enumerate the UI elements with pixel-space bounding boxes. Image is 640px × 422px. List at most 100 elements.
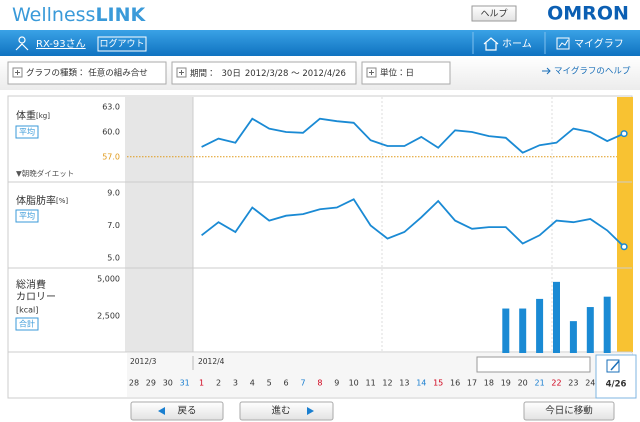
- month-label: 2012/4: [198, 357, 225, 366]
- day-label: 5: [267, 379, 272, 388]
- goal-label: 57.0: [102, 152, 120, 161]
- day-label: 7: [300, 379, 305, 388]
- bar: [502, 308, 510, 353]
- day-label: 30: [163, 379, 173, 388]
- latest-point: [620, 130, 628, 138]
- day-label: 19: [501, 379, 511, 388]
- bar: [586, 307, 594, 353]
- graph-type-tab[interactable]: [7, 61, 167, 85]
- mygraph-icon: [556, 37, 570, 50]
- day-label: 11: [366, 379, 376, 388]
- help-button[interactable]: [471, 5, 517, 22]
- weight-unit: [kg]: [36, 112, 50, 120]
- today-button[interactable]: [523, 401, 615, 421]
- graph-type-label: グラフの種類： 任意の組み合せ: [26, 68, 148, 79]
- user-name[interactable]: RX-93さん: [36, 38, 86, 50]
- day-label: 13: [399, 379, 409, 388]
- day-label: 15: [433, 379, 443, 388]
- out-of-range-area: [127, 97, 193, 352]
- mygraph-link[interactable]: マイグラフ: [574, 37, 624, 50]
- selected-day-box[interactable]: [595, 354, 637, 399]
- badge-label: 合計: [19, 319, 35, 329]
- period-caption: 期間：: [190, 69, 216, 79]
- bar: [553, 281, 560, 353]
- day-label: 1: [199, 379, 204, 388]
- bar: [569, 321, 577, 353]
- date-tooltip-box: [476, 356, 591, 373]
- back-label: 戻る: [177, 406, 196, 417]
- tab-icon-plus: [369, 70, 374, 75]
- day-label: 20: [518, 379, 528, 388]
- mygraph-icon-line: [558, 39, 569, 48]
- day-label: 10: [349, 379, 359, 388]
- calorie-unit: [kcal]: [16, 306, 38, 315]
- bodyfat-title: 体脂肪率[%]: [16, 194, 68, 207]
- day-label: 9: [334, 379, 339, 388]
- badge[interactable]: [15, 125, 39, 139]
- day-label: 17: [467, 379, 477, 388]
- day-label: 16: [450, 379, 460, 388]
- chart-frame: [7, 95, 633, 399]
- period-label: 期間： 30日 2012/3/28 ～ 2012/4/26: [190, 69, 346, 79]
- period-days: 30日: [222, 69, 241, 79]
- bar: [519, 308, 527, 353]
- weight-title: 体重[kg]: [16, 109, 50, 122]
- day-label: 4: [250, 379, 255, 388]
- selected-day-label: 4/26: [606, 380, 627, 390]
- y-tick-label: 63.0: [102, 103, 120, 112]
- latest-point: [620, 243, 628, 251]
- logo[interactable]: WellnessLINK: [12, 4, 147, 26]
- y-tick-label: 5,000: [97, 274, 120, 283]
- day-label: 6: [284, 379, 289, 388]
- day-label: 23: [568, 379, 578, 388]
- back-arrow: [158, 407, 165, 415]
- day-label: 12: [382, 379, 392, 388]
- badge-label: 平均: [19, 211, 35, 221]
- y-tick-label: 5.0: [107, 254, 120, 263]
- bar: [603, 296, 611, 353]
- day-label: 18: [484, 379, 494, 388]
- logo-main: Wellness: [12, 4, 95, 26]
- badge-label: 平均: [19, 127, 35, 137]
- nav-bar: [0, 30, 640, 56]
- logo-bold: LINK: [95, 4, 146, 26]
- data-line: [201, 198, 625, 248]
- day-label: 31: [180, 379, 190, 388]
- user-icon: [15, 36, 29, 51]
- bar: [536, 298, 544, 353]
- day-label: 28: [129, 379, 139, 388]
- badge[interactable]: [15, 317, 39, 331]
- home-link[interactable]: ホーム: [502, 38, 532, 50]
- period-tab[interactable]: [171, 61, 357, 85]
- badge[interactable]: [15, 209, 39, 223]
- day-label: 3: [233, 379, 238, 388]
- day-label: 22: [551, 379, 561, 388]
- bodyfat-label: 体脂肪率: [16, 194, 56, 207]
- period-range: 2012/3/28 ～ 2012/4/26: [245, 69, 346, 79]
- tab-icon-plus: [15, 70, 20, 75]
- bodyfat-unit: [%]: [56, 197, 68, 205]
- day-label: 8: [317, 379, 322, 388]
- tab-icon-plus: [179, 70, 184, 75]
- logout-button[interactable]: [97, 36, 147, 52]
- plan-note[interactable]: ▼朝晩ダイエット: [16, 168, 74, 178]
- data-line: [201, 117, 625, 154]
- today-label: 今日に移動: [545, 405, 593, 417]
- y-tick-label: 7.0: [107, 221, 120, 230]
- edit-icon-pen: [610, 360, 620, 371]
- logout-label: ログアウト: [99, 38, 144, 50]
- day-label: 24: [585, 379, 595, 388]
- home-icon: [483, 37, 499, 51]
- weight-label: 体重: [16, 109, 36, 122]
- unit-label: 単位：日: [380, 68, 414, 79]
- day-label: 21: [535, 379, 545, 388]
- forward-button[interactable]: [239, 401, 334, 421]
- forward-label: 進む: [271, 405, 290, 417]
- back-button[interactable]: [130, 401, 224, 421]
- month-label: 2012/3: [130, 357, 157, 366]
- graph-help-link[interactable]: マイグラフのヘルプ: [554, 66, 631, 77]
- day-label: 14: [416, 379, 426, 388]
- unit-tab[interactable]: [361, 61, 451, 85]
